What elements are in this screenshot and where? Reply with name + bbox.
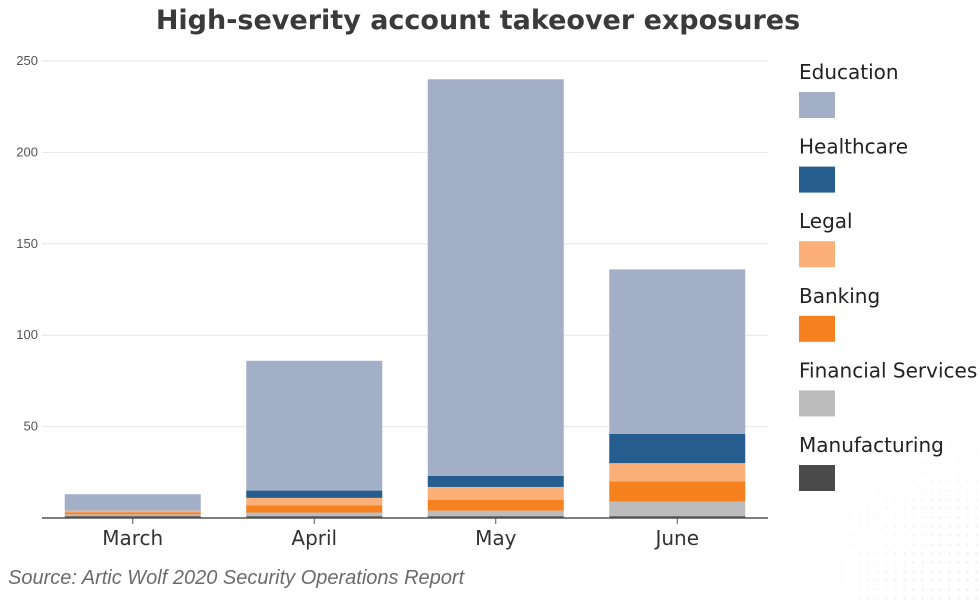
bar-june-legal xyxy=(609,463,746,482)
bar-may-manufacturing xyxy=(427,516,564,518)
y-tick-label: 150 xyxy=(16,236,38,251)
x-tick-label-june: June xyxy=(653,526,699,550)
legend-swatch-healthcare xyxy=(799,166,835,193)
bar-march-legal xyxy=(64,510,201,513)
legend-label-manufacturing: Manufacturing xyxy=(799,433,944,457)
bar-june-financial-services xyxy=(609,501,746,517)
legend-label-healthcare: Healthcare xyxy=(799,135,908,159)
bar-april-financial-services xyxy=(246,512,383,517)
x-tick-label-may: May xyxy=(475,526,517,550)
bar-march-financial-services xyxy=(64,514,201,517)
background-dot-pattern xyxy=(760,360,980,604)
bar-march-banking xyxy=(64,512,201,515)
bar-may-financial-services xyxy=(427,510,564,517)
bar-march-education xyxy=(64,494,201,511)
bar-june-manufacturing xyxy=(609,516,746,518)
bar-april-banking xyxy=(246,505,383,513)
y-axis-ticks: 50 100 150 200 250 xyxy=(16,53,38,434)
y-tick-label: 250 xyxy=(16,53,38,68)
bar-june-education xyxy=(609,269,746,434)
legend-swatch-education xyxy=(799,92,835,118)
legend: Education Healthcare Legal Banking Financial… xyxy=(799,60,977,491)
legend-label-education: Education xyxy=(799,60,899,84)
bar-june-healthcare xyxy=(609,433,746,464)
source-note: Source: Artic Wolf 2020 Security Operati… xyxy=(8,567,466,589)
bar-april-healthcare xyxy=(246,490,383,498)
bar-june-banking xyxy=(609,481,746,502)
bar-april-legal xyxy=(246,497,383,506)
y-tick-label: 100 xyxy=(16,327,38,342)
bar-may-healthcare xyxy=(427,475,564,487)
bar-april-manufacturing xyxy=(246,516,383,518)
legend-swatch-banking xyxy=(799,315,835,342)
bar-march-manufacturing xyxy=(64,516,201,518)
bars xyxy=(64,79,746,518)
legend-swatch-financial-services xyxy=(799,390,835,417)
legend-label-banking: Banking xyxy=(799,284,880,308)
x-tick-label-april: April xyxy=(291,526,337,550)
bar-may-banking xyxy=(427,499,564,511)
chart-title: High-severity account takeover exposures xyxy=(156,5,800,36)
bar-may-legal xyxy=(427,486,564,500)
legend-swatch-manufacturing xyxy=(799,465,835,491)
y-tick-label: 200 xyxy=(16,144,38,159)
bar-april-education xyxy=(246,360,383,491)
legend-swatch-legal xyxy=(799,241,835,268)
bar-may-education xyxy=(427,79,564,476)
legend-label-financial-services: Financial Services xyxy=(799,358,977,382)
legend-label-legal: Legal xyxy=(799,209,853,233)
x-axis-ticks: March April May June xyxy=(102,518,699,550)
x-tick-label-march: March xyxy=(102,526,163,550)
y-tick-label: 50 xyxy=(24,419,38,434)
